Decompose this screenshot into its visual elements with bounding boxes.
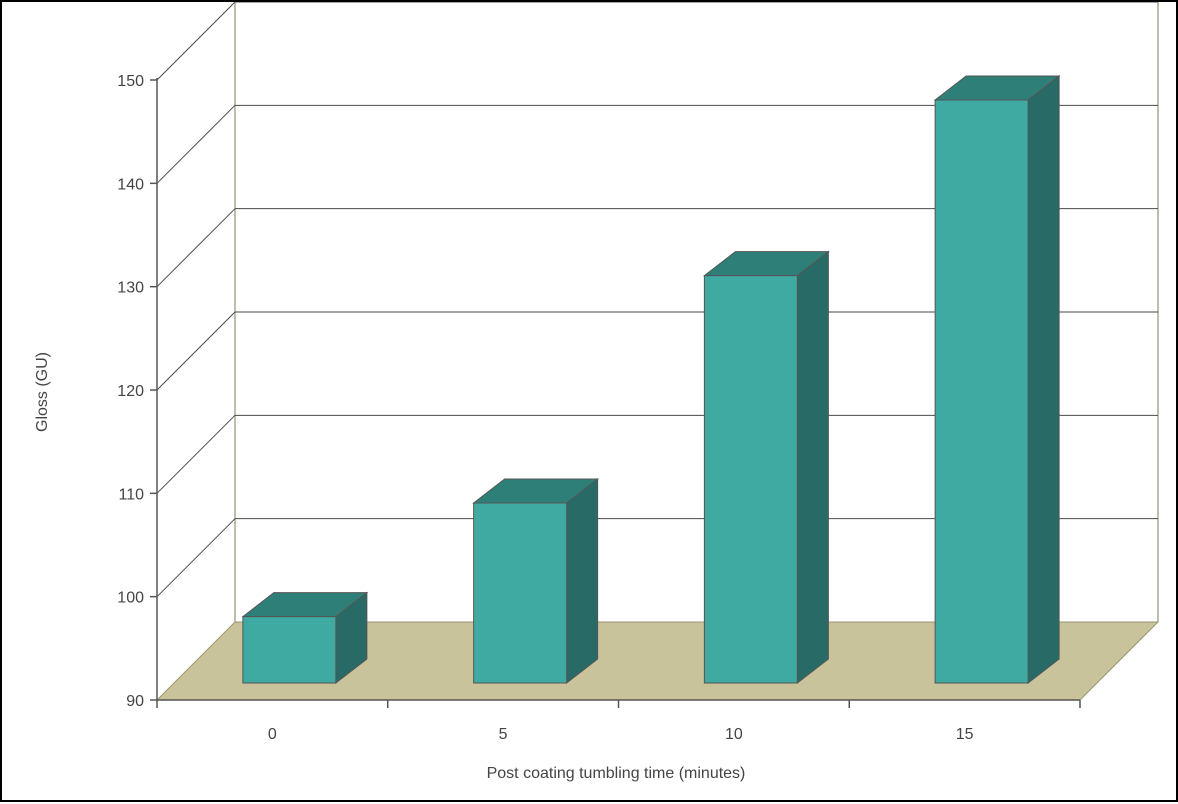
y-tick-labels: 90 100 110 120 130 140 150 (117, 73, 144, 710)
bar-side-face (796, 250, 829, 685)
x-tick-label: 15 (956, 726, 974, 743)
gridline-diagonal (156, 208, 236, 288)
x-tick-label: 5 (499, 726, 508, 743)
x-tick-label: 10 (725, 726, 743, 743)
bar-front-face (703, 275, 798, 684)
bar-side-face (566, 477, 599, 685)
y-tick-label: 90 (126, 693, 144, 710)
x-tick-label: 0 (268, 726, 277, 743)
gridline-diagonal (156, 414, 236, 494)
bar-15 (933, 74, 1061, 685)
y-tick-label: 100 (117, 590, 144, 607)
x-axis-title: Post coating tumbling time (minutes) (487, 765, 746, 782)
axes (150, 78, 1081, 708)
x-tick-labels: 0 5 10 15 (268, 726, 974, 743)
bar-10 (702, 250, 830, 685)
y-tick-label: 140 (117, 176, 144, 193)
bar-side-face (1027, 74, 1060, 685)
bar-front-face (473, 502, 568, 684)
gridline-diagonal (156, 2, 236, 81)
gridline-diagonal (156, 311, 236, 391)
gridline-diagonal (156, 104, 236, 184)
bar-front-face (242, 616, 337, 684)
bar-front-face (934, 99, 1029, 684)
y-tick-label: 130 (117, 280, 144, 297)
y-tick-label: 150 (117, 73, 144, 90)
y-tick-label: 110 (118, 486, 144, 503)
y-axis-title: Gloss (GU) (34, 352, 51, 432)
bars (241, 74, 1061, 685)
gridline-diagonal (156, 518, 236, 598)
y-tick-label: 120 (117, 383, 144, 400)
bar-5 (472, 477, 600, 685)
bar-0 (241, 591, 369, 685)
